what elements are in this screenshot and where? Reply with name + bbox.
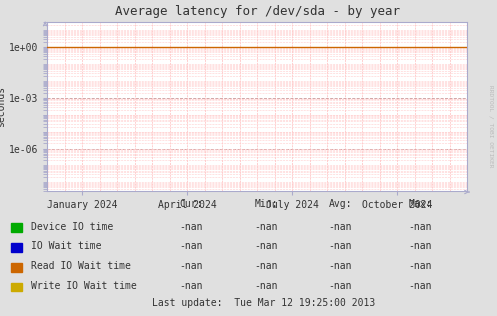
Text: Cur:: Cur: bbox=[179, 199, 203, 209]
Text: -nan: -nan bbox=[408, 241, 432, 252]
Text: -nan: -nan bbox=[329, 241, 352, 252]
Text: -nan: -nan bbox=[254, 281, 278, 291]
Text: Device IO time: Device IO time bbox=[31, 222, 113, 232]
Text: Last update:  Tue Mar 12 19:25:00 2013: Last update: Tue Mar 12 19:25:00 2013 bbox=[152, 298, 375, 307]
Text: IO Wait time: IO Wait time bbox=[31, 241, 102, 252]
Text: Max:: Max: bbox=[408, 199, 432, 209]
Text: Read IO Wait time: Read IO Wait time bbox=[31, 261, 131, 271]
Title: Average latency for /dev/sda - by year: Average latency for /dev/sda - by year bbox=[115, 5, 400, 18]
Text: Min:: Min: bbox=[254, 199, 278, 209]
Text: -nan: -nan bbox=[408, 222, 432, 232]
Text: -nan: -nan bbox=[329, 222, 352, 232]
Text: -nan: -nan bbox=[408, 261, 432, 271]
Text: -nan: -nan bbox=[179, 261, 203, 271]
Text: -nan: -nan bbox=[408, 281, 432, 291]
Text: -nan: -nan bbox=[254, 261, 278, 271]
Text: Write IO Wait time: Write IO Wait time bbox=[31, 281, 137, 291]
Text: -nan: -nan bbox=[179, 241, 203, 252]
Text: -nan: -nan bbox=[254, 222, 278, 232]
Y-axis label: seconds: seconds bbox=[0, 86, 6, 127]
Text: -nan: -nan bbox=[179, 281, 203, 291]
Text: -nan: -nan bbox=[179, 222, 203, 232]
Text: RRDTOOL / TOBI OETIKER: RRDTOOL / TOBI OETIKER bbox=[489, 85, 494, 168]
Text: -nan: -nan bbox=[329, 261, 352, 271]
Text: -nan: -nan bbox=[329, 281, 352, 291]
Text: -nan: -nan bbox=[254, 241, 278, 252]
Text: Avg:: Avg: bbox=[329, 199, 352, 209]
